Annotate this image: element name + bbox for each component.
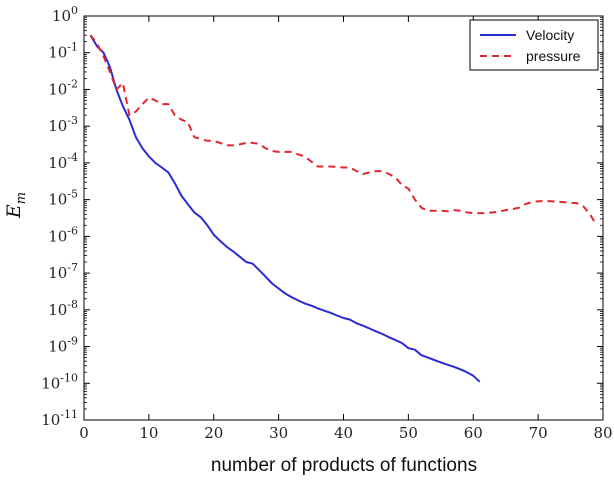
y-axis-label-main: E bbox=[3, 204, 25, 219]
series-line-pressure bbox=[89, 34, 598, 226]
x-tick-label: 0 bbox=[79, 424, 89, 442]
y-tick-label: 10-3 bbox=[48, 114, 78, 135]
legend-label-velocity: Velocity bbox=[526, 27, 574, 43]
y-axis-label: Em bbox=[3, 192, 29, 219]
legend-label-pressure: pressure bbox=[526, 48, 581, 64]
legend: Velocity pressure bbox=[469, 19, 599, 71]
series-layer bbox=[89, 34, 598, 383]
y-tick-label: 10-9 bbox=[48, 335, 78, 356]
y-tick-label: 10-2 bbox=[48, 77, 78, 98]
y-tick-label: 10-5 bbox=[48, 188, 78, 209]
plot-area-border bbox=[83, 15, 604, 421]
x-tick-label: 30 bbox=[269, 424, 288, 442]
x-tick-label: 40 bbox=[334, 424, 353, 442]
axes-frame bbox=[83, 15, 604, 421]
y-tick-label: 10-8 bbox=[48, 298, 78, 319]
y-tick-label: 100 bbox=[52, 4, 78, 25]
x-tick-label: 10 bbox=[139, 424, 158, 442]
y-axis-label-sub: m bbox=[14, 192, 29, 204]
y-tick-label: 10-1 bbox=[48, 41, 78, 62]
y-tick-label: 10-10 bbox=[41, 371, 78, 392]
x-axis-ticks: 0 10 20 30 40 50 60 70 80 bbox=[79, 16, 613, 442]
x-tick-label: 60 bbox=[464, 424, 483, 442]
x-tick-label: 70 bbox=[529, 424, 548, 442]
y-tick-label: 10-11 bbox=[41, 408, 78, 429]
y-tick-label: 10-7 bbox=[48, 261, 78, 282]
x-tick-label: 50 bbox=[399, 424, 418, 442]
x-tick-label: 80 bbox=[593, 424, 612, 442]
y-tick-label: 10-4 bbox=[48, 151, 78, 172]
y-tick-label: 10-6 bbox=[48, 224, 78, 245]
x-axis-label: number of products of functions bbox=[211, 455, 477, 476]
y-axis-ticks: 100 10-1 10-2 10-3 10-4 10-5 10-6 10-7 10-8 10-9 1… bbox=[41, 4, 603, 429]
series-line-velocity bbox=[89, 34, 481, 383]
legend-box bbox=[469, 19, 599, 71]
x-tick-label: 20 bbox=[204, 424, 223, 442]
